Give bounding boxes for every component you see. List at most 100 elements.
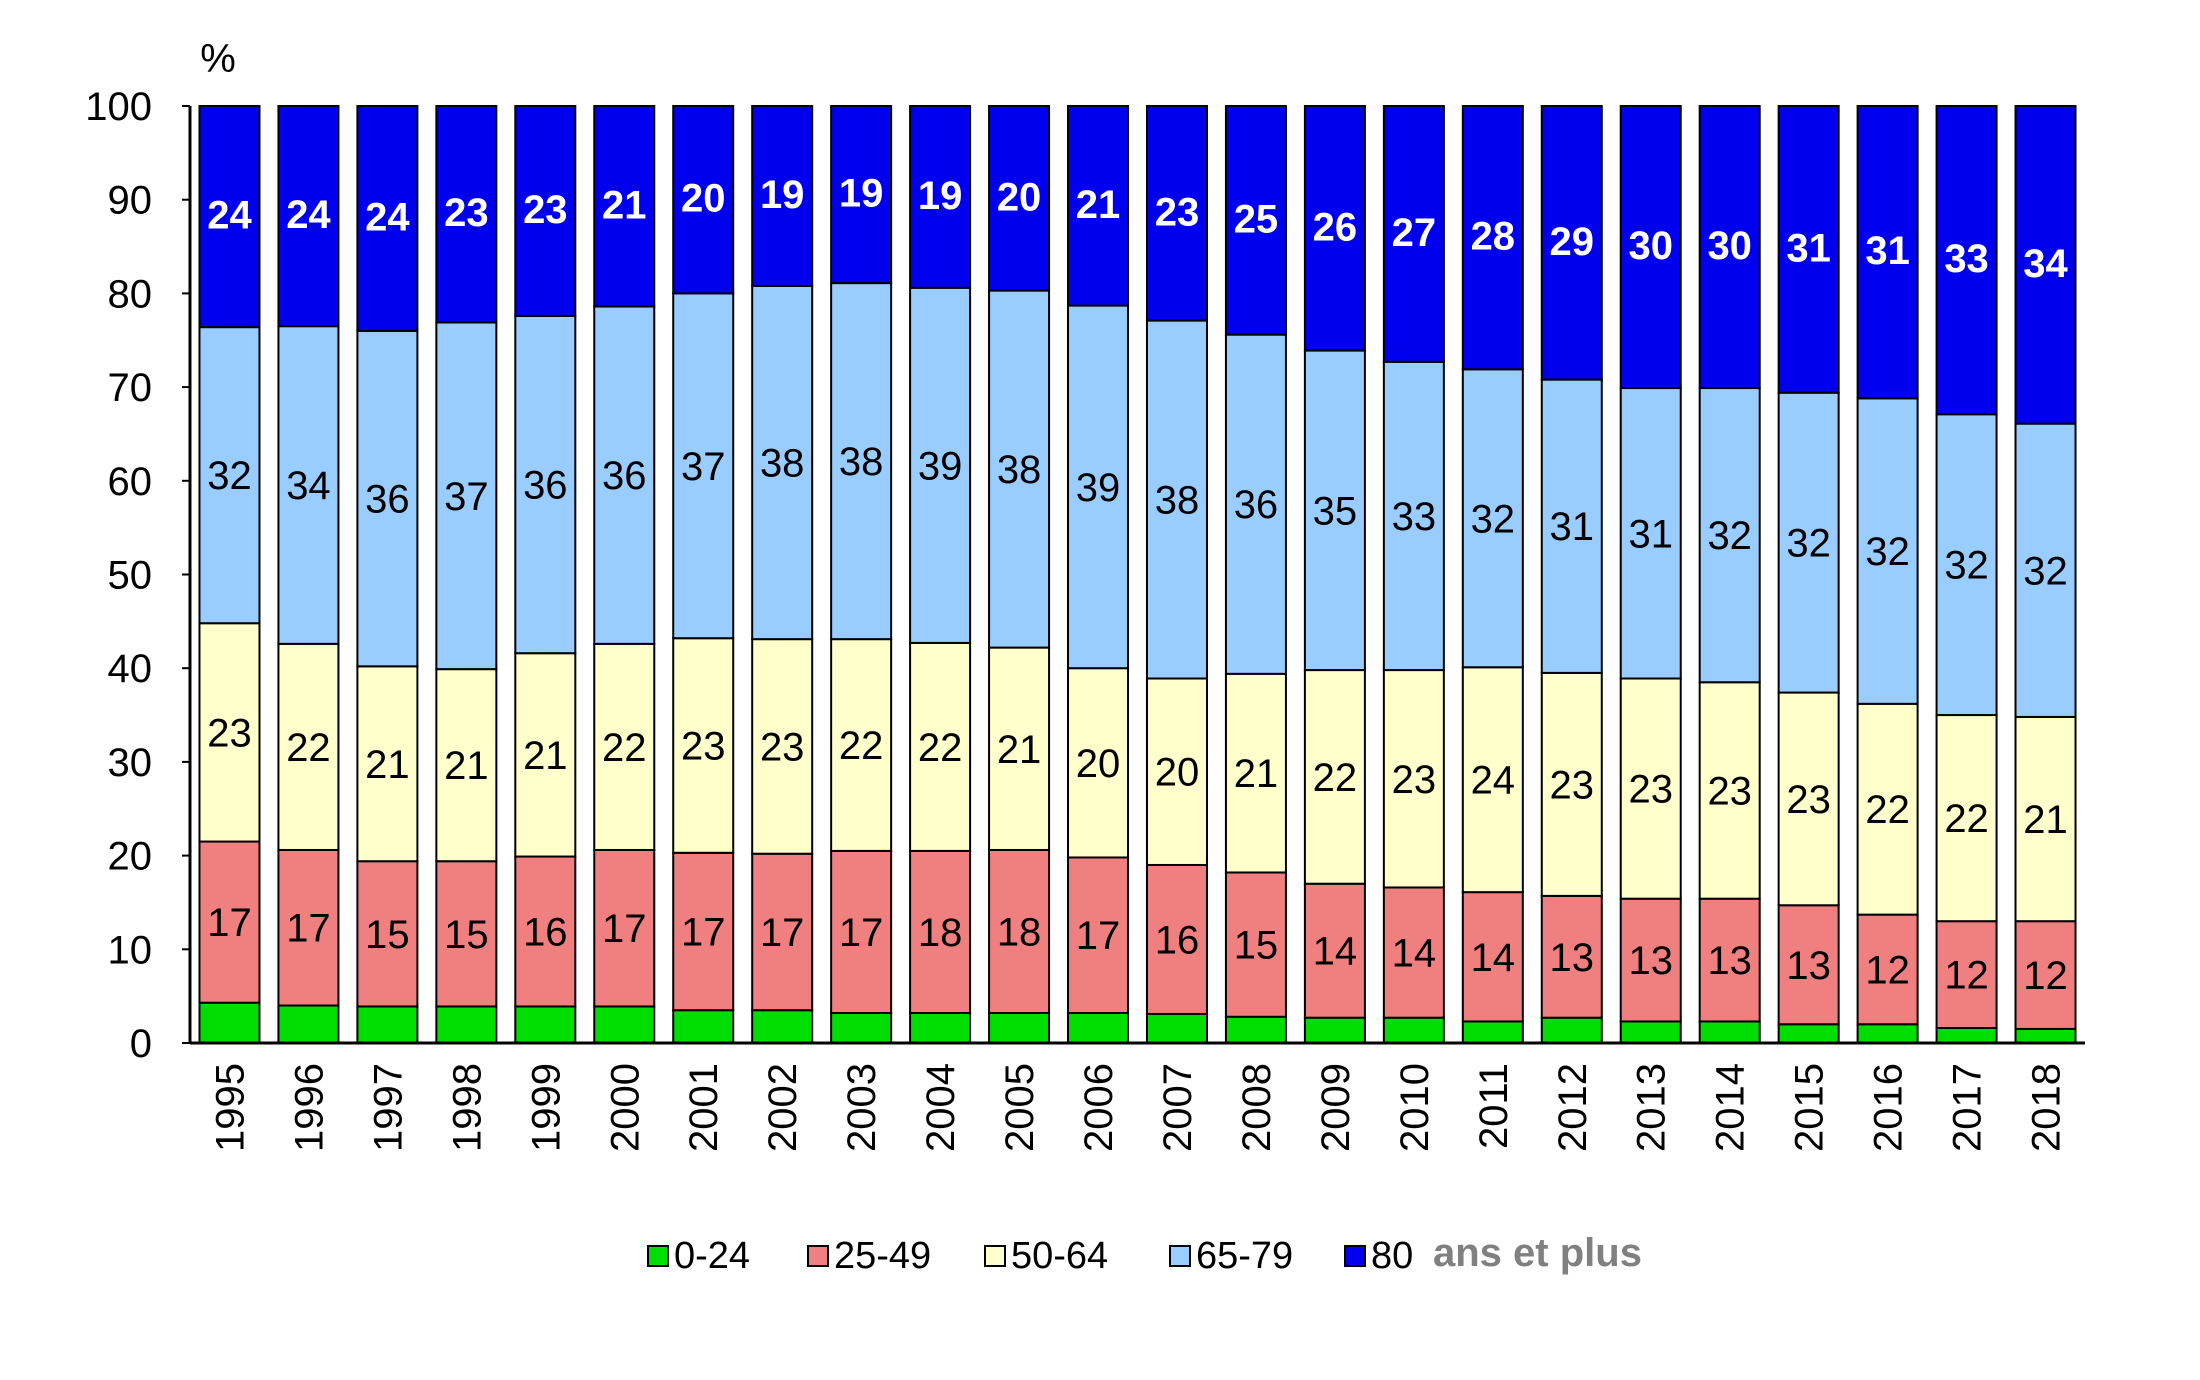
bar-segment-50-64-2000 [593, 642, 656, 851]
data-label-50-64-2000: 22 [602, 726, 647, 770]
data-label-50-64-2018: 21 [2023, 798, 2068, 842]
bar-segment-0-24-1998 [435, 1005, 498, 1044]
data-label-80-1998: 23 [444, 191, 489, 235]
bar-segment-25-49-1997 [356, 860, 419, 1008]
data-label-80-1996: 24 [286, 193, 331, 237]
legend-entry-0-24: 0-24 [674, 1235, 750, 1277]
data-label-50-64-2013: 23 [1628, 768, 1673, 812]
bar-segment-50-64-2018 [2014, 715, 2077, 923]
bar-segment-0-24-2001 [672, 1009, 735, 1045]
data-label-25-49-2014: 13 [1707, 939, 1752, 983]
bar-segment-50-64-2005 [988, 646, 1051, 851]
data-label-65-79-2004: 39 [918, 444, 963, 488]
data-label-50-64-2011: 24 [1471, 759, 1516, 803]
data-label-25-49-1996: 17 [286, 907, 331, 951]
data-label-65-79-2016: 32 [1865, 530, 1910, 574]
x-tick-label: 2012 [1551, 1063, 1595, 1152]
bar-segment-50-64-2004 [909, 641, 972, 852]
bar-segment-65-79-1996 [277, 325, 340, 645]
data-label-50-64-2005: 21 [997, 728, 1042, 772]
data-label-25-49-2003: 17 [839, 911, 884, 955]
legend-suffix: ans et plus [1433, 1231, 1642, 1275]
bar-segment-80-2013 [1619, 105, 1682, 390]
bar-segment-25-49-2016 [1856, 913, 1919, 1026]
bar-segment-65-79-2006 [1067, 304, 1130, 670]
data-label-80-2001: 20 [681, 177, 726, 221]
bar-segment-0-24-2010 [1382, 1016, 1445, 1044]
bar-segment-0-24-1996 [277, 1004, 340, 1045]
x-tick-label: 2011 [1472, 1063, 1516, 1149]
x-tick-label: 2004 [919, 1063, 963, 1152]
data-label-65-79-2013: 31 [1628, 512, 1673, 556]
x-tick-label: 2013 [1630, 1063, 1674, 1152]
bar-segment-65-79-2016 [1856, 397, 1919, 705]
bar-segment-0-24-2018 [2014, 1027, 2077, 1044]
bar-segment-0-24-1997 [356, 1005, 419, 1044]
bar-segment-25-49-2002 [751, 852, 814, 1012]
bar-segment-80-2002 [751, 105, 814, 287]
bar-segment-0-24-2007 [1145, 1012, 1208, 1045]
x-tick-label: 2016 [1867, 1063, 1911, 1152]
data-label-80-2004: 19 [918, 174, 963, 218]
bar-segment-25-49-2010 [1382, 886, 1445, 1019]
bar-segment-65-79-1998 [435, 321, 498, 671]
data-label-65-79-2017: 32 [1944, 544, 1989, 588]
data-label-65-79-2012: 31 [1550, 505, 1595, 549]
data-label-50-64-2015: 23 [1786, 778, 1831, 822]
x-tick-label: 2006 [1077, 1063, 1121, 1152]
data-label-50-64-1999: 21 [523, 734, 568, 778]
bar-segment-50-64-2015 [1777, 691, 1840, 907]
data-label-65-79-2010: 33 [1392, 495, 1437, 539]
data-label-80-2005: 20 [997, 175, 1042, 219]
bar-segment-50-64-2001 [672, 637, 735, 854]
y-axis-unit-label: % [200, 37, 236, 81]
data-label-65-79-1997: 36 [365, 478, 410, 522]
data-label-50-64-2009: 22 [1313, 756, 1358, 800]
data-label-25-49-2008: 15 [1234, 924, 1279, 968]
bar-segment-80-2018 [2014, 105, 2077, 425]
legend-entry-25-49: 25-49 [834, 1235, 931, 1277]
data-label-65-79-2000: 36 [602, 454, 647, 498]
data-label-80-2000: 21 [602, 183, 647, 227]
x-tick-label: 1996 [287, 1063, 331, 1152]
data-label-80-2012: 29 [1550, 220, 1595, 264]
data-label-65-79-2014: 32 [1707, 514, 1752, 558]
data-label-65-79-2015: 32 [1786, 522, 1831, 566]
data-label-25-49-2017: 12 [1944, 954, 1989, 998]
bar-segment-80-2003 [830, 105, 893, 285]
bar-segment-80-1995 [198, 105, 261, 329]
data-label-25-49-2000: 17 [602, 907, 647, 951]
data-label-25-49-2001: 17 [681, 910, 726, 954]
bar-segment-0-24-2014 [1698, 1020, 1761, 1044]
data-label-25-49-2007: 16 [1155, 918, 1200, 962]
x-tick-label: 2009 [1314, 1063, 1358, 1152]
x-tick-label: 2007 [1156, 1063, 1200, 1152]
legend-entry-80: 80 [1371, 1235, 1413, 1277]
x-tick-label: 1998 [445, 1063, 489, 1152]
data-label-50-64-2004: 22 [918, 726, 963, 770]
bar-labels: 17 23 32 24 17 22 34 24 15 21 36 24 15 21 37 23 16 21 36 23… [207, 172, 2068, 999]
bar-segment-50-64-1998 [435, 668, 498, 863]
bar-segment-80-2012 [1540, 105, 1603, 381]
x-tick-label: 2000 [603, 1063, 647, 1152]
data-label-80-2013: 30 [1628, 224, 1673, 268]
bar-segment-0-24-2000 [593, 1005, 656, 1044]
data-label-80-2003: 19 [839, 172, 884, 216]
data-label-65-79-2001: 37 [681, 445, 726, 489]
bar-segment-25-49-2001 [672, 851, 735, 1012]
x-tick-label: 1997 [366, 1063, 410, 1152]
x-tick-label: 2017 [1946, 1063, 1990, 1152]
data-label-25-49-2011: 14 [1471, 936, 1516, 980]
bar-segment-25-49-2014 [1698, 897, 1761, 1023]
bar-segment-65-79-2003 [830, 282, 893, 641]
legend-swatch-25-49 [807, 1245, 829, 1267]
bar-segment-0-24-2011 [1461, 1020, 1524, 1044]
data-label-65-79-2007: 38 [1155, 479, 1200, 523]
bar-segment-65-79-2017 [1935, 413, 1998, 717]
bar-segment-65-79-2000 [593, 305, 656, 645]
bar-segment-25-49-2009 [1303, 882, 1366, 1019]
bar-segment-25-49-1996 [277, 848, 340, 1007]
data-label-65-79-2008: 36 [1234, 483, 1279, 527]
x-tick-label: 2002 [761, 1063, 805, 1152]
data-label-65-79-2011: 32 [1471, 497, 1516, 541]
